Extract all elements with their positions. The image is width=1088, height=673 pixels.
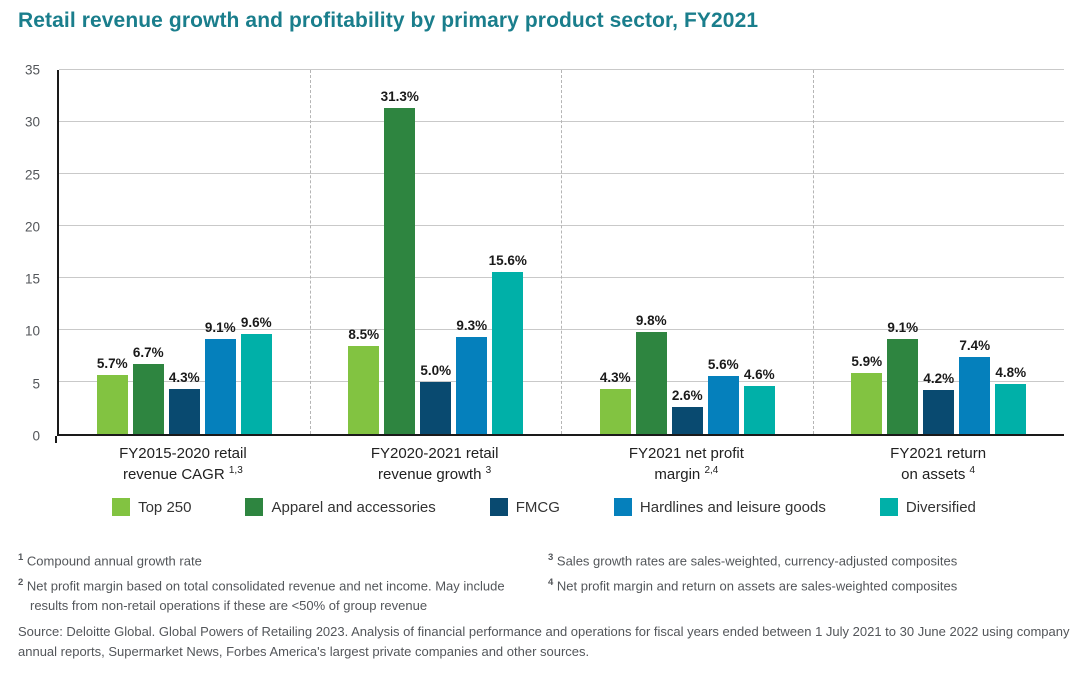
category-label: FY2021 net profit margin 2,4 <box>628 445 744 483</box>
category-label: FY2021 return on assets 4 <box>890 445 987 483</box>
bar-value-label: 4.6% <box>743 367 775 383</box>
bar-diversified: 15.6% <box>489 253 527 434</box>
bar-apparel-and-accessories: 9.8% <box>635 313 667 434</box>
bar-diversified: 4.6% <box>743 367 775 434</box>
bar-top-250: 8.5% <box>348 327 380 434</box>
footnote: 1 Compound annual growth rate <box>18 552 202 569</box>
gridline <box>59 69 1064 70</box>
bar-hardlines-and-leisure-goods: 7.4% <box>959 338 991 434</box>
y-axis-tick-label: 20 <box>24 219 40 235</box>
footnotes-right: 3 Sales growth rates are sales-weighted,… <box>548 551 1080 601</box>
bar-top-250: 5.9% <box>851 354 883 434</box>
y-axis-tick-label: 15 <box>24 271 40 287</box>
bar-value-label: 9.1% <box>204 320 236 336</box>
bar-top-250: 5.7% <box>96 356 128 434</box>
legend-swatch <box>112 498 131 516</box>
bar-value-label: 5.9% <box>851 353 883 369</box>
bar-apparel-and-accessories: 31.3% <box>381 89 419 434</box>
bar-cluster: 4.3% 9.8% 2.6% 5.6% 4.6% <box>599 70 775 434</box>
legend-swatch <box>613 498 632 516</box>
legend-label: FMCG <box>515 498 560 516</box>
bar-value-label: 5.7% <box>96 355 128 371</box>
legend-item: Diversified <box>879 498 976 516</box>
source-note: Source: Deloitte Global. Global Powers o… <box>18 624 1070 660</box>
plot-groups: 5.7% 6.7% 4.3% 9.1% 9.6% 8.5% 31.3% 5.0% 9.3% 15.… <box>59 70 1064 434</box>
bar-value-label: 9.1% <box>887 320 919 336</box>
y-axis-tick-label: 10 <box>24 323 40 339</box>
bar-value-label: 7.4% <box>959 338 991 354</box>
legend-swatch <box>245 498 264 516</box>
bar-apparel-and-accessories: 9.1% <box>887 320 919 434</box>
legend-item: Top 250 <box>112 498 191 516</box>
footnote: 2 Net profit margin based on total conso… <box>18 576 505 613</box>
bar-value-label: 9.3% <box>456 318 488 334</box>
bar-fmcg: 4.3% <box>168 370 200 434</box>
bar-fmcg: 2.6% <box>671 388 703 434</box>
page-title: Retail revenue growth and profitability … <box>18 9 759 32</box>
bar-top-250: 4.3% <box>599 370 631 434</box>
legend-swatch <box>879 498 898 516</box>
legend-swatch <box>489 498 508 516</box>
category-label: FY2020-2021 retail revenue growth 3 <box>370 445 499 483</box>
bar-value-label: 4.3% <box>599 370 631 386</box>
plot-area: 5.7% 6.7% 4.3% 9.1% 9.6% 8.5% 31.3% 5.0% 9.3% 15.… <box>57 69 1064 436</box>
category-label: FY2015-2020 retail revenue CAGR 1,3 <box>119 445 247 483</box>
bar-cluster: 8.5% 31.3% 5.0% 9.3% 15.6% <box>348 70 527 434</box>
legend-label: Diversified <box>905 498 976 516</box>
y-axis-tick-label: 30 <box>24 114 40 130</box>
bar-fmcg: 5.0% <box>420 363 452 434</box>
bar-cluster: 5.9% 9.1% 4.2% 7.4% 4.8% <box>851 70 1027 434</box>
bar-value-label: 9.6% <box>240 315 272 331</box>
legend-label: Hardlines and leisure goods <box>639 498 826 516</box>
legend-item: FMCG <box>489 498 560 516</box>
legend: Top 250 Apparel and accessories FMCG Hardli… <box>0 498 1088 516</box>
bar-hardlines-and-leisure-goods: 9.1% <box>204 320 236 434</box>
x-axis-labels: FY2015-2020 retail revenue CAGR 1,3 FY2020… <box>57 444 1064 484</box>
bar-value-label: 8.5% <box>348 326 380 342</box>
bar-value-label: 15.6% <box>488 252 527 268</box>
bar-group: 4.3% 9.8% 2.6% 5.6% 4.6% <box>562 70 814 434</box>
y-axis-tick-label: 25 <box>24 167 40 183</box>
footnote: 4 Net profit margin and return on assets… <box>548 576 958 594</box>
bar-hardlines-and-leisure-goods: 9.3% <box>456 318 488 434</box>
bar-fmcg: 4.2% <box>923 371 955 434</box>
bar-value-label: 5.0% <box>420 363 452 378</box>
bar-value-label: 31.3% <box>380 89 419 105</box>
legend-item: Apparel and accessories <box>245 498 436 516</box>
bar-value-label: 4.2% <box>923 371 955 387</box>
bar-value-label: 5.6% <box>707 356 739 372</box>
bar-value-label: 4.8% <box>995 365 1027 381</box>
bar-value-label: 2.6% <box>671 387 703 403</box>
legend-label: Top 250 <box>138 498 192 516</box>
bar-group: 5.7% 6.7% 4.3% 9.1% 9.6% <box>59 70 311 434</box>
bar-apparel-and-accessories: 6.7% <box>132 345 164 434</box>
y-axis-tick-label: 0 <box>32 428 40 444</box>
legend-label: Apparel and accessories <box>271 498 436 516</box>
bar-value-label: 6.7% <box>132 345 164 361</box>
bar-group: 5.9% 9.1% 4.2% 7.4% 4.8% <box>814 70 1065 434</box>
axis-tick <box>55 436 57 443</box>
bar-value-label: 9.8% <box>635 313 667 329</box>
bar-cluster: 5.7% 6.7% 4.3% 9.1% 9.6% <box>96 70 272 434</box>
bar-diversified: 4.8% <box>995 365 1027 434</box>
bar-hardlines-and-leisure-goods: 5.6% <box>707 357 739 434</box>
y-axis-tick-label: 35 <box>24 62 40 78</box>
footnotes-left: 1 Compound annual growth rate 2 Net profi… <box>18 551 526 620</box>
bar-diversified: 9.6% <box>240 315 272 434</box>
footnote: 3 Sales growth rates are sales-weighted,… <box>548 552 958 569</box>
legend-item: Hardlines and leisure goods <box>613 498 826 516</box>
y-axis: 0 5 10 15 20 25 30 35 <box>0 63 48 444</box>
bar-value-label: 4.3% <box>168 370 200 386</box>
y-axis-tick-label: 5 <box>32 376 40 392</box>
bar-group: 8.5% 31.3% 5.0% 9.3% 15.6% <box>311 70 562 434</box>
